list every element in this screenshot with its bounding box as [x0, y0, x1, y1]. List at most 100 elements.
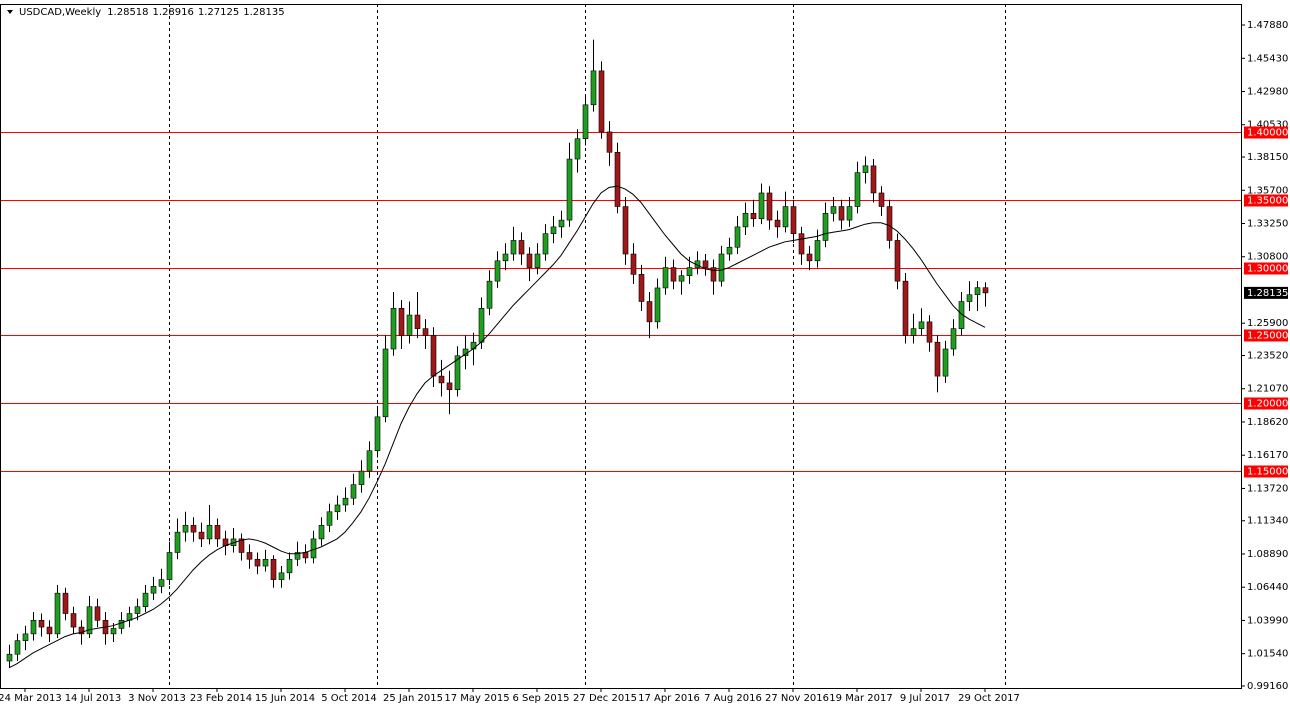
candle-body — [262, 558, 269, 567]
candle-body — [630, 253, 637, 275]
x-tick-label: 14 Jul 2013 — [65, 693, 122, 704]
candle-body — [838, 206, 845, 221]
candle-body — [758, 192, 765, 220]
x-tick-label: 7 Aug 2016 — [704, 693, 762, 704]
candle-body — [198, 531, 205, 540]
candle-body — [878, 192, 885, 207]
candle-body — [798, 233, 805, 255]
level-tag — [1244, 194, 1288, 207]
y-tick-label: 1.45430 — [1247, 53, 1288, 64]
x-tick-label: 15 Jun 2014 — [255, 693, 315, 704]
candle-body — [790, 206, 797, 234]
candle-body — [422, 328, 429, 336]
candle-body — [894, 240, 901, 282]
candle-body — [686, 267, 693, 277]
candle-body — [350, 484, 357, 499]
candle-body — [734, 226, 741, 248]
header-low: 1.27125 — [198, 7, 239, 18]
candle-body — [942, 348, 949, 377]
candle-body — [246, 552, 253, 560]
candle-body — [606, 131, 613, 153]
candle-body — [430, 335, 437, 377]
price-tag — [1244, 286, 1288, 299]
candle-body — [710, 267, 717, 282]
candle-body — [182, 525, 189, 533]
level-label: 1.25000 — [1247, 331, 1288, 342]
candle-body — [206, 525, 213, 540]
x-tick-label: 29 Oct 2017 — [958, 693, 1020, 704]
moving-average — [8, 185, 986, 669]
candle-body — [38, 620, 45, 628]
candle-body — [806, 253, 813, 262]
candle-body — [398, 307, 405, 336]
candle-body — [902, 280, 909, 336]
candle-body — [814, 240, 821, 262]
candle-body — [334, 504, 341, 513]
candle-body — [574, 138, 581, 160]
x-tick-label: 27 Dec 2015 — [573, 693, 637, 704]
candle-body — [294, 552, 301, 560]
candle-body — [406, 314, 413, 336]
candle-body — [662, 267, 669, 289]
candle-body — [750, 213, 757, 220]
candle-body — [22, 633, 29, 641]
menu-arrow[interactable] — [7, 10, 13, 14]
candle-body — [54, 592, 61, 635]
candle-body — [14, 640, 21, 655]
candle-body — [638, 274, 645, 302]
chart-header: USDCAD,Weekly 1.28518 1.28916 1.27125 1.2813… — [19, 7, 285, 18]
candle-body — [158, 579, 165, 587]
level-label: 1.35000 — [1247, 196, 1288, 207]
level-tag — [1244, 126, 1288, 139]
plot-border — [0, 4, 1242, 689]
candle-body — [502, 253, 509, 262]
candle-body — [358, 470, 365, 485]
y-tick-label: 1.23520 — [1247, 350, 1288, 361]
candle-body — [854, 172, 861, 207]
candle-body — [974, 287, 981, 296]
candle-body — [742, 213, 749, 228]
candle-body — [486, 280, 493, 309]
level-tag — [1244, 397, 1288, 410]
candle-body — [254, 558, 261, 567]
y-tick-label: 1.21070 — [1247, 384, 1288, 395]
y-tick-label: 1.11340 — [1247, 516, 1288, 527]
candle-body — [982, 287, 989, 294]
level-tag — [1244, 262, 1288, 275]
candle-body — [86, 606, 93, 635]
y-tick-label: 1.25900 — [1247, 318, 1288, 329]
candle-body — [614, 151, 621, 207]
candle-body — [438, 375, 445, 384]
candle-body — [134, 606, 141, 614]
candle-body — [302, 552, 309, 559]
candle-body — [654, 287, 661, 323]
candle-body — [558, 219, 565, 228]
x-tick-label: 17 May 2015 — [444, 693, 509, 704]
y-tick-label: 1.47880 — [1247, 20, 1288, 31]
candle-body — [286, 558, 293, 574]
candle-body — [518, 240, 525, 255]
y-tick-label: 1.38150 — [1247, 152, 1288, 163]
candle-body — [454, 355, 461, 390]
candle-body — [670, 267, 677, 282]
candle-body — [702, 260, 709, 268]
y-tick-label: 1.06440 — [1247, 582, 1288, 593]
candle-body — [678, 275, 685, 282]
candle-body — [390, 307, 397, 350]
candle-body — [822, 213, 829, 241]
y-tick-label: 1.40530 — [1247, 120, 1288, 131]
candle-body — [774, 219, 781, 228]
candle-body — [958, 301, 965, 329]
x-tick-label: 3 Nov 2013 — [128, 693, 186, 704]
candle-body — [366, 450, 373, 472]
candle-body — [70, 613, 77, 628]
candle-body — [78, 626, 85, 635]
candle-body — [966, 294, 973, 302]
candle-body — [782, 206, 789, 228]
header-close: 1.28135 — [243, 7, 284, 18]
candle-body — [374, 416, 381, 452]
candle-body — [886, 206, 893, 241]
candle-body — [150, 586, 157, 594]
